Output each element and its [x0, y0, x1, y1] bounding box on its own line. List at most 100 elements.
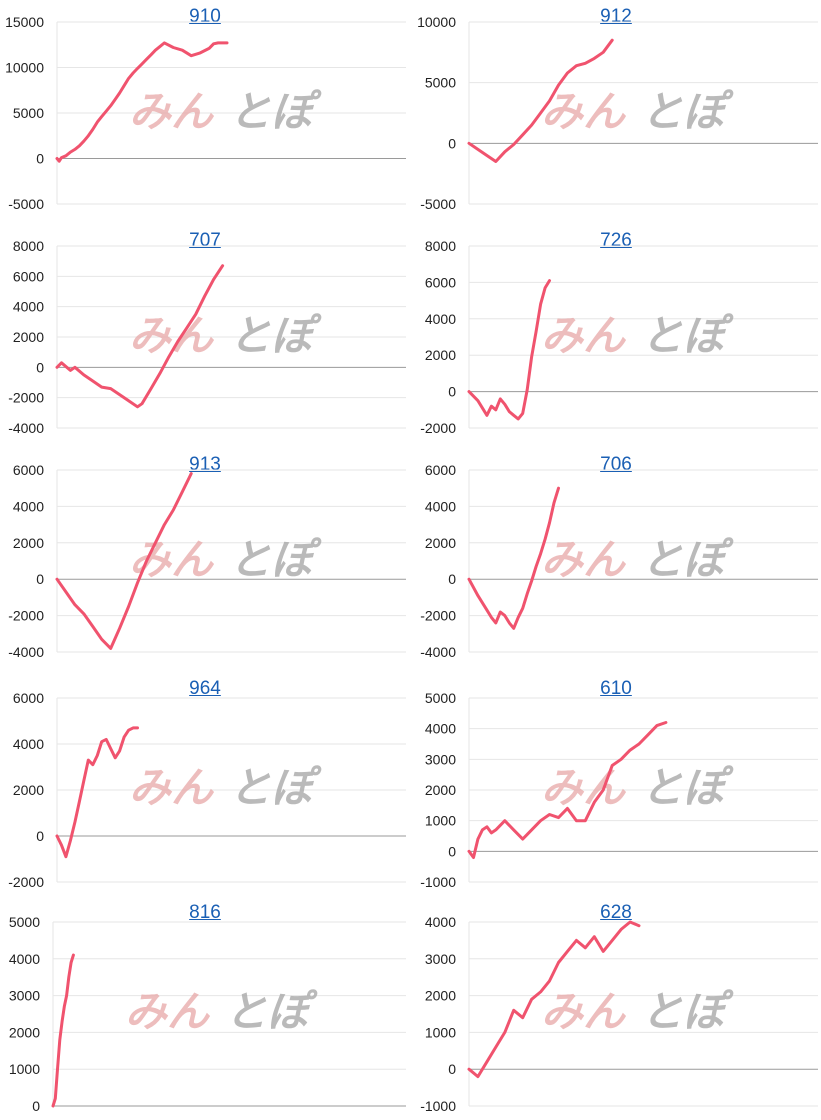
y-tick-label: 1000	[425, 1024, 456, 1040]
series-line	[467, 486, 560, 630]
y-tick-label: -2000	[420, 420, 456, 436]
line-chart: 10000 5000 0 -5000 みん とぽ	[417, 14, 818, 212]
chart-panel-707: 707 8000 6000 4000 2000 0 -2000 -4000 みん とぽ	[0, 224, 410, 448]
line-chart: 6000 4000 2000 0 -2000 -4000 みん とぽ	[8, 462, 406, 660]
y-tick-label: 6000	[13, 268, 44, 284]
y-tick-label: 2000	[9, 1024, 40, 1040]
watermark-logo-part-a: みん	[541, 987, 627, 1036]
series-line	[55, 41, 229, 163]
y-tick-label: 2000	[425, 988, 456, 1004]
series-line	[55, 472, 193, 650]
y-tick-label: 2000	[425, 782, 456, 798]
watermark-logo-part-b: とぽ	[641, 535, 734, 584]
watermark-logo-part-a: みん	[129, 87, 215, 136]
series-line	[55, 264, 225, 409]
chart-panel-628: 628 4000 3000 2000 1000 0 -1000 みん とぽ	[411, 896, 821, 1120]
y-tick-label: 4000	[425, 914, 456, 930]
watermark-logo-part-b: とぽ	[229, 535, 322, 584]
y-tick-label: -5000	[420, 196, 456, 212]
line-chart: 6000 4000 2000 0 -2000 -4000 みん とぽ	[420, 462, 818, 660]
chart-panel-912: 912 10000 5000 0 -5000 みん とぽ	[411, 0, 821, 224]
watermark-logo-part-b: とぽ	[229, 311, 322, 360]
y-tick-label: 0	[36, 828, 44, 844]
series-line	[51, 953, 75, 1108]
y-tick-label: 3000	[9, 988, 40, 1004]
chart-panel-964: 964 6000 4000 2000 0 -2000 みん とぽ	[0, 672, 410, 896]
y-tick-label: 2000	[13, 535, 44, 551]
series-line	[55, 726, 139, 859]
y-tick-label: 4000	[13, 299, 44, 315]
y-tick-label: 6000	[425, 274, 456, 290]
chart-title-link[interactable]: 610	[600, 678, 632, 699]
watermark-logo-part-b: とぽ	[225, 987, 318, 1036]
watermark-logo-part-a: みん	[541, 763, 627, 812]
watermark-logo-part-b: とぽ	[641, 87, 734, 136]
watermark-logo-part-b: とぽ	[641, 987, 734, 1036]
watermark-logo-part-a: みん	[541, 87, 627, 136]
y-tick-label: 1000	[425, 813, 456, 829]
line-chart: 15000 10000 5000 0 -5000 みん とぽ	[5, 14, 406, 212]
y-tick-label: 0	[448, 571, 456, 587]
line-chart: 8000 6000 4000 2000 0 -2000 みん とぽ	[420, 238, 818, 436]
y-tick-label: 2000	[13, 329, 44, 345]
chart-title-link[interactable]: 628	[600, 902, 632, 923]
y-tick-label: 1000	[9, 1061, 40, 1077]
y-tick-label: 0	[448, 384, 456, 400]
y-tick-label: 0	[448, 135, 456, 151]
y-tick-label: 10000	[5, 60, 44, 76]
watermark-logo-part-b: とぽ	[229, 763, 322, 812]
y-tick-label: 0	[448, 1061, 456, 1077]
y-tick-label: 2000	[425, 535, 456, 551]
y-tick-label: 8000	[13, 238, 44, 254]
y-tick-label: 0	[36, 151, 44, 167]
y-tick-label: 15000	[5, 14, 44, 30]
chart-title-link[interactable]: 964	[189, 678, 221, 699]
y-tick-label: 6000	[13, 690, 44, 706]
line-chart: 5000 4000 3000 2000 1000 0 -1000 みん とぽ	[420, 690, 818, 890]
watermark-logo-part-b: とぽ	[641, 311, 734, 360]
y-tick-label: -2000	[8, 874, 44, 890]
y-tick-label: 4000	[425, 311, 456, 327]
y-tick-label: 5000	[13, 105, 44, 121]
y-tick-label: -4000	[420, 644, 456, 660]
y-tick-label: 5000	[425, 75, 456, 91]
y-tick-label: -4000	[8, 644, 44, 660]
chart-panel-816: 816 5000 4000 3000 2000 1000 0 みん とぽ	[0, 896, 410, 1120]
y-tick-label: -2000	[8, 390, 44, 406]
y-tick-label: 2000	[13, 782, 44, 798]
y-tick-label: 0	[32, 1098, 40, 1114]
y-tick-label: 4000	[425, 721, 456, 737]
y-tick-label: 3000	[425, 951, 456, 967]
y-tick-label: -5000	[8, 196, 44, 212]
series-line	[467, 279, 551, 421]
watermark-logo-part-b: とぽ	[229, 87, 322, 136]
chart-panel-910: 910 15000 10000 5000 0 -5000 みん とぽ	[0, 0, 410, 224]
watermark-logo-part-b: とぽ	[641, 763, 734, 812]
y-tick-label: 0	[36, 571, 44, 587]
y-tick-label: 4000	[425, 498, 456, 514]
watermark-logo-part-a: みん	[129, 535, 215, 584]
y-tick-label: 3000	[425, 751, 456, 767]
chart-panel-726: 726 8000 6000 4000 2000 0 -2000 みん とぽ	[411, 224, 821, 448]
chart-panel-913: 913 6000 4000 2000 0 -2000 -4000 みん とぽ	[0, 448, 410, 672]
y-tick-label: -1000	[420, 874, 456, 890]
watermark-logo-part-a: みん	[541, 311, 627, 360]
y-tick-label: 8000	[425, 238, 456, 254]
y-tick-label: 6000	[13, 462, 44, 478]
line-chart: 5000 4000 3000 2000 1000 0 みん とぽ	[9, 914, 406, 1114]
line-chart: 6000 4000 2000 0 -2000 みん とぽ	[8, 690, 406, 890]
series-line	[467, 920, 641, 1079]
y-tick-label: 0	[36, 359, 44, 375]
y-tick-label: 5000	[425, 690, 456, 706]
chart-title-link[interactable]: 816	[189, 902, 221, 923]
y-tick-label: 4000	[13, 736, 44, 752]
y-tick-label: 2000	[425, 347, 456, 363]
watermark-logo-part-a: みん	[125, 987, 211, 1036]
y-tick-label: 6000	[425, 462, 456, 478]
y-tick-label: -2000	[420, 608, 456, 624]
line-chart: 4000 3000 2000 1000 0 -1000 みん とぽ	[420, 914, 818, 1114]
watermark-logo-part-a: みん	[541, 535, 627, 584]
series-line	[467, 721, 668, 859]
y-tick-label: 5000	[9, 914, 40, 930]
